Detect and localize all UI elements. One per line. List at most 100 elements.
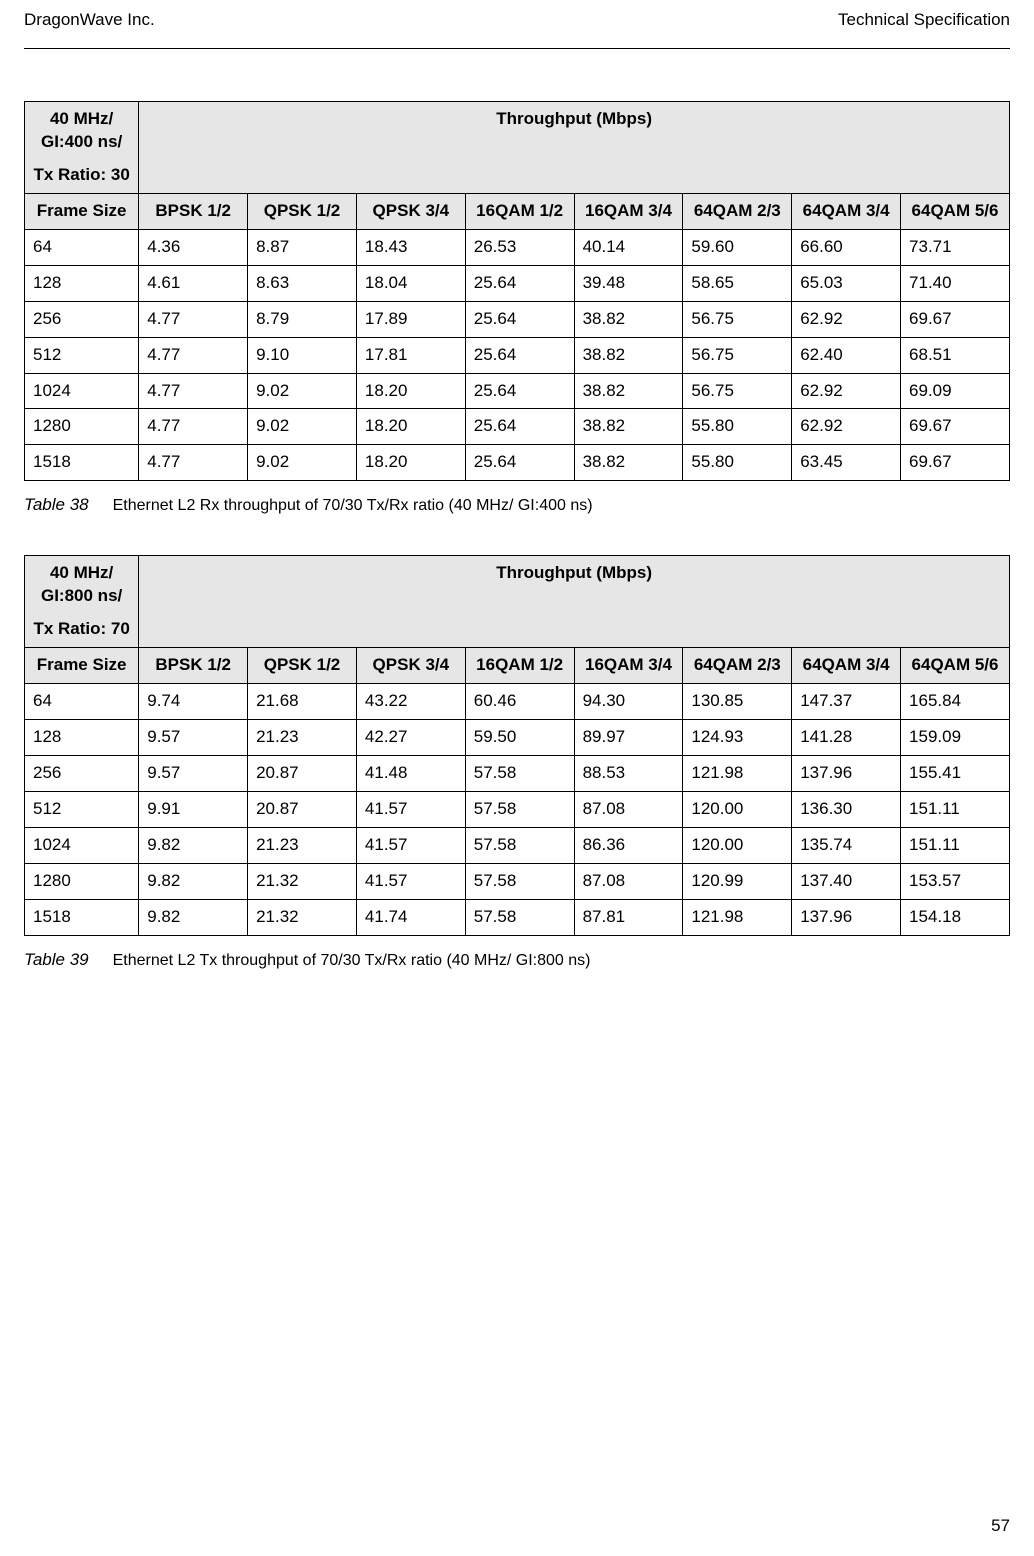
data-cell: 137.96 — [792, 899, 901, 935]
table-row: 2564.778.7917.8925.6438.8256.7562.9269.6… — [25, 301, 1010, 337]
data-cell: 71.40 — [901, 265, 1010, 301]
table-row: 12804.779.0218.2025.6438.8255.8062.9269.… — [25, 409, 1010, 445]
data-cell: 9.82 — [139, 899, 248, 935]
frame-size-cell: 1024 — [25, 827, 139, 863]
data-cell: 141.28 — [792, 720, 901, 756]
data-cell: 38.82 — [574, 409, 683, 445]
data-cell: 87.08 — [574, 863, 683, 899]
data-cell: 38.82 — [574, 373, 683, 409]
data-cell: 9.10 — [248, 337, 357, 373]
data-cell: 20.87 — [248, 755, 357, 791]
data-cell: 59.50 — [465, 720, 574, 756]
data-cell: 66.60 — [792, 229, 901, 265]
col-header: 64QAM 2/3 — [683, 648, 792, 684]
data-cell: 59.60 — [683, 229, 792, 265]
table-caption-text: Ethernet L2 Tx throughput of 70/30 Tx/Rx… — [113, 952, 591, 969]
data-cell: 57.58 — [465, 863, 574, 899]
data-cell: 18.20 — [356, 445, 465, 481]
page-header: DragonWave Inc. Technical Specification — [24, 10, 1010, 48]
data-cell: 65.03 — [792, 265, 901, 301]
frame-size-cell: 256 — [25, 755, 139, 791]
table-row: 649.7421.6843.2260.4694.30130.85147.3716… — [25, 684, 1010, 720]
data-cell: 9.82 — [139, 827, 248, 863]
data-cell: 8.79 — [248, 301, 357, 337]
data-cell: 43.22 — [356, 684, 465, 720]
frame-size-cell: 128 — [25, 720, 139, 756]
table-caption: Table 38 Ethernet L2 Rx throughput of 70/… — [24, 495, 1010, 515]
table-row: 5129.9120.8741.5757.5887.08120.00136.301… — [25, 791, 1010, 827]
throughput-span-header: Throughput (Mbps) — [139, 556, 1010, 648]
data-cell: 41.48 — [356, 755, 465, 791]
data-cell: 41.57 — [356, 863, 465, 899]
data-cell: 25.64 — [465, 409, 574, 445]
data-cell: 18.04 — [356, 265, 465, 301]
data-cell: 120.99 — [683, 863, 792, 899]
data-cell: 56.75 — [683, 373, 792, 409]
table-caption-label: Table 38 — [24, 495, 89, 514]
frame-size-cell: 1280 — [25, 863, 139, 899]
throughput-table-0: 40 MHz/ GI:400 ns/Tx Ratio: 30Throughput… — [24, 101, 1010, 481]
data-cell: 57.58 — [465, 899, 574, 935]
data-cell: 55.80 — [683, 445, 792, 481]
data-cell: 9.02 — [248, 373, 357, 409]
col-header: BPSK 1/2 — [139, 648, 248, 684]
data-cell: 58.65 — [683, 265, 792, 301]
col-header: QPSK 1/2 — [248, 648, 357, 684]
col-header: 16QAM 1/2 — [465, 193, 574, 229]
data-cell: 4.36 — [139, 229, 248, 265]
frame-size-cell: 1280 — [25, 409, 139, 445]
data-cell: 56.75 — [683, 301, 792, 337]
data-cell: 41.74 — [356, 899, 465, 935]
col-header: 16QAM 1/2 — [465, 648, 574, 684]
data-cell: 18.20 — [356, 373, 465, 409]
data-cell: 8.87 — [248, 229, 357, 265]
data-cell: 136.30 — [792, 791, 901, 827]
col-header: 64QAM 3/4 — [792, 193, 901, 229]
data-cell: 86.36 — [574, 827, 683, 863]
data-cell: 55.80 — [683, 409, 792, 445]
data-cell: 21.32 — [248, 863, 357, 899]
header-rule — [24, 48, 1010, 49]
data-cell: 9.57 — [139, 755, 248, 791]
frame-size-cell: 1518 — [25, 899, 139, 935]
data-cell: 153.57 — [901, 863, 1010, 899]
throughput-table-1: 40 MHz/ GI:800 ns/Tx Ratio: 70Throughput… — [24, 555, 1010, 935]
data-cell: 38.82 — [574, 301, 683, 337]
data-cell: 120.00 — [683, 791, 792, 827]
data-cell: 62.92 — [792, 301, 901, 337]
frame-size-cell: 256 — [25, 301, 139, 337]
frame-size-cell: 128 — [25, 265, 139, 301]
data-cell: 38.82 — [574, 445, 683, 481]
page-number: 57 — [991, 1516, 1010, 1536]
table-row: 15189.8221.3241.7457.5887.81121.98137.96… — [25, 899, 1010, 935]
table-caption-text: Ethernet L2 Rx throughput of 70/30 Tx/Rx… — [113, 497, 593, 514]
frame-size-cell: 64 — [25, 229, 139, 265]
frame-size-cell: 64 — [25, 684, 139, 720]
data-cell: 9.82 — [139, 863, 248, 899]
data-cell: 87.81 — [574, 899, 683, 935]
data-cell: 137.40 — [792, 863, 901, 899]
data-cell: 9.91 — [139, 791, 248, 827]
table-row: 2569.5720.8741.4857.5888.53121.98137.961… — [25, 755, 1010, 791]
data-cell: 21.68 — [248, 684, 357, 720]
data-cell: 57.58 — [465, 755, 574, 791]
data-cell: 147.37 — [792, 684, 901, 720]
col-header: 16QAM 3/4 — [574, 648, 683, 684]
data-cell: 62.92 — [792, 409, 901, 445]
table-row: 1289.5721.2342.2759.5089.97124.93141.281… — [25, 720, 1010, 756]
col-header: 64QAM 5/6 — [901, 648, 1010, 684]
corner-line1: 40 MHz/ GI:400 ns/ — [33, 108, 130, 154]
data-cell: 18.43 — [356, 229, 465, 265]
col-header: 64QAM 5/6 — [901, 193, 1010, 229]
frame-size-cell: 1518 — [25, 445, 139, 481]
data-cell: 88.53 — [574, 755, 683, 791]
table-row: 5124.779.1017.8125.6438.8256.7562.4068.5… — [25, 337, 1010, 373]
col-header: QPSK 1/2 — [248, 193, 357, 229]
table-row: 644.368.8718.4326.5340.1459.6066.6073.71 — [25, 229, 1010, 265]
data-cell: 130.85 — [683, 684, 792, 720]
data-cell: 155.41 — [901, 755, 1010, 791]
data-cell: 137.96 — [792, 755, 901, 791]
col-header: 64QAM 3/4 — [792, 648, 901, 684]
data-cell: 62.40 — [792, 337, 901, 373]
data-cell: 4.77 — [139, 373, 248, 409]
